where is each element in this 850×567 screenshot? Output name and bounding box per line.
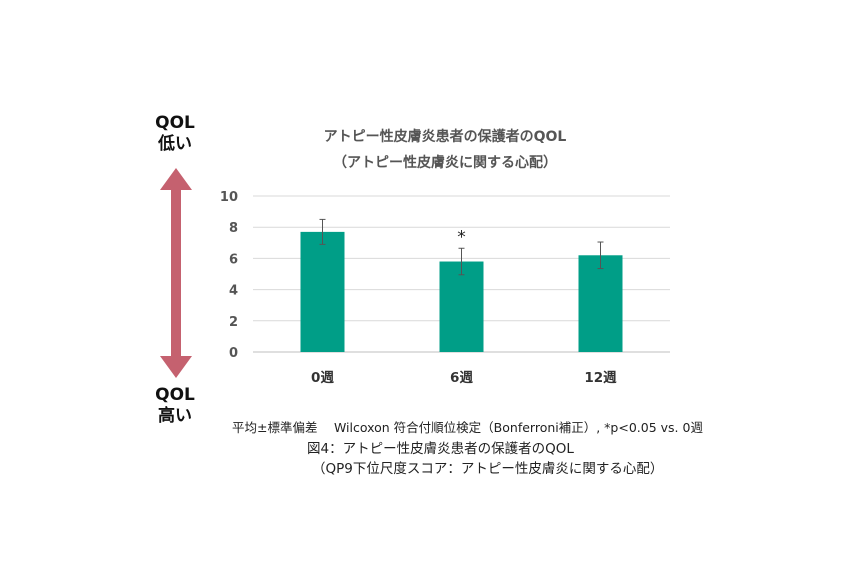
bar (579, 255, 623, 352)
y-tick-label: 8 (229, 221, 238, 236)
x-tick-label: 12週 (584, 370, 617, 386)
y-tick-label: 0 (229, 346, 238, 361)
x-tick-label: 0週 (311, 370, 334, 386)
stats-note: 平均±標準偏差 Wilcoxon 符合付順位検定（Bonferroni補正）, … (232, 417, 703, 436)
y-tick-label: 4 (229, 284, 238, 299)
figure-caption: 図4：アトピー性皮膚炎患者の保護者のQOL (307, 437, 574, 457)
y-tick-label: 6 (229, 252, 238, 267)
y-tick-label: 10 (220, 190, 238, 205)
figure-caption-sub: （QP9下位尺度スコア：アトピー性皮膚炎に関する心配） (312, 457, 663, 477)
y-tick-label: 2 (229, 315, 238, 330)
significance-mark: * (457, 227, 466, 247)
bar (301, 232, 345, 352)
x-tick-label: 6週 (450, 370, 473, 386)
